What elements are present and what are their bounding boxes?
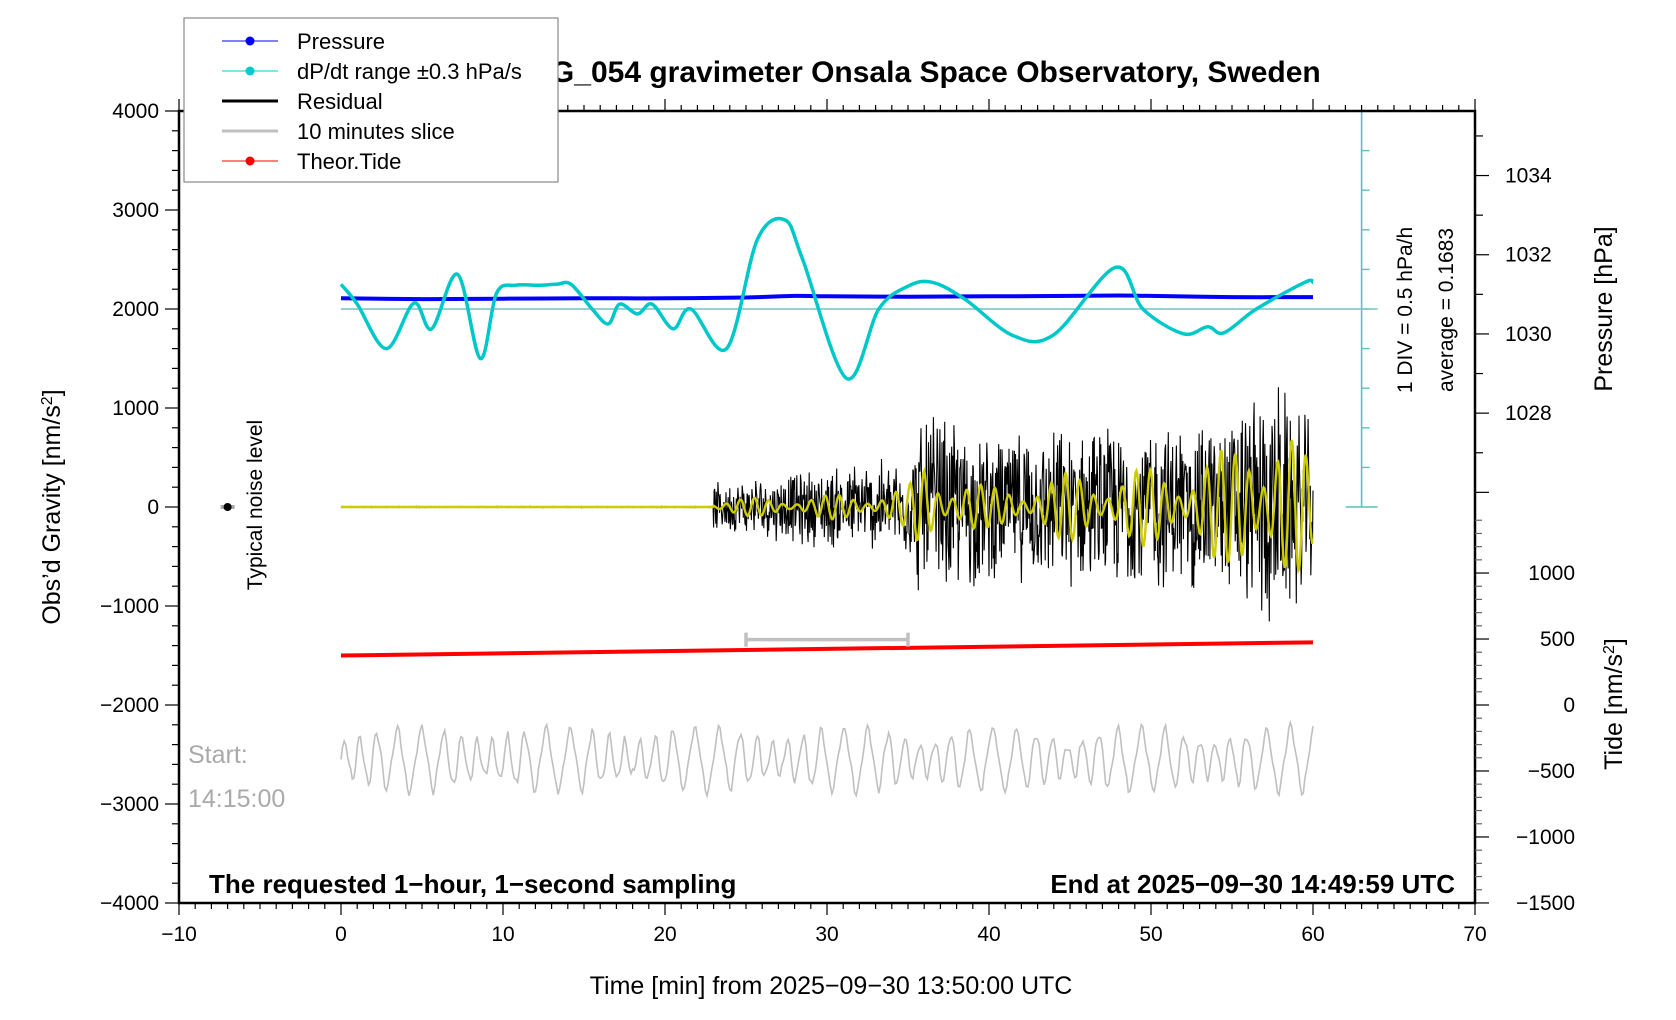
y-tick-label: −4000 bbox=[100, 892, 159, 915]
x-tick-label: −10 bbox=[161, 923, 197, 946]
legend-label: Pressure bbox=[297, 29, 385, 54]
dpdt-average-label: average = 0.1683 bbox=[1435, 228, 1458, 392]
x-tick-label: 70 bbox=[1463, 923, 1486, 946]
y-tick-label: −2000 bbox=[100, 694, 159, 717]
y-axis-title-left-close: ] bbox=[38, 389, 66, 396]
tide-tick-label: −500 bbox=[1528, 760, 1575, 783]
legend: Pressure dP/dt range ±0.3 hPa/s Residual 10… bbox=[183, 17, 559, 183]
y-tick-label: 1000 bbox=[112, 397, 159, 420]
x-tick-label: 50 bbox=[1139, 923, 1162, 946]
legend-label: dP/dt range ±0.3 hPa/s bbox=[297, 59, 522, 84]
legend-label: Residual bbox=[297, 89, 383, 114]
y-axis-title-left-sup: 2 bbox=[39, 396, 56, 405]
tide-tick-label: 500 bbox=[1540, 628, 1575, 651]
end-time-note: End at 2025−09−30 14:49:59 UTC bbox=[1050, 869, 1455, 899]
tide-tick-label: 0 bbox=[1563, 694, 1575, 717]
noise-level-marker bbox=[223, 503, 232, 511]
pressure-tick-label: 1028 bbox=[1505, 402, 1552, 425]
pressure-trace bbox=[340, 293, 1314, 302]
start-label: Start: bbox=[188, 741, 248, 769]
pressure-tick-label: 1032 bbox=[1505, 244, 1552, 267]
y-tick-label: 3000 bbox=[112, 199, 159, 222]
dpdt-division-label: 1 DIV = 0.5 hPa/h bbox=[1394, 227, 1417, 393]
x-axis-title: Time [min] from 2025−09−30 13:50:00 UTC bbox=[590, 972, 1073, 1000]
sampling-note: The requested 1−hour, 1−second sampling bbox=[209, 869, 736, 899]
x-tick-label: 60 bbox=[1301, 923, 1324, 946]
tide-trace bbox=[340, 640, 1314, 658]
y-axis-title-left: Obs’d Gravity [nm/s2] bbox=[38, 389, 66, 624]
y-tick-label: 0 bbox=[147, 496, 159, 519]
slice-trace bbox=[340, 719, 1314, 799]
x-tick-label: 10 bbox=[491, 923, 514, 946]
series-layer bbox=[220, 110, 1378, 799]
tide-tick-label: 1000 bbox=[1528, 562, 1575, 585]
axis-ticks: −10 0 10 20 30 40 50 60 70 −4000 −3000 −2000 −1000 0 1… bbox=[100, 99, 1575, 946]
y-tick-label: −1000 bbox=[100, 595, 159, 618]
y-axis-title-tide-sup: 2 bbox=[1601, 645, 1618, 654]
legend-marker-0 bbox=[245, 36, 255, 46]
chart-title: SCG_054 gravimeter Onsala Space Observat… bbox=[509, 56, 1321, 89]
legend-marker-1 bbox=[245, 66, 255, 76]
legend-marker-4 bbox=[245, 156, 255, 166]
x-tick-label: 0 bbox=[335, 923, 347, 946]
y-tick-label: 4000 bbox=[112, 100, 159, 123]
y-axis-title-left-main: Obs’d Gravity [nm/s bbox=[38, 405, 66, 625]
legend-label: Theor.Tide bbox=[297, 149, 401, 174]
dpdt-trace bbox=[339, 216, 1315, 381]
pressure-tick-label: 1030 bbox=[1505, 323, 1552, 346]
y-axis-title-tide-close: ] bbox=[1600, 638, 1628, 645]
y-tick-label: −3000 bbox=[100, 793, 159, 816]
y-axis-title-tide: Tide [nm/s2] bbox=[1600, 638, 1628, 770]
pressure-tick-label: 1034 bbox=[1505, 165, 1552, 188]
y-axis-title-tide-main: Tide [nm/s bbox=[1600, 654, 1628, 770]
filtered-residual-trace bbox=[341, 439, 1314, 575]
noise-level-label: Typical noise level bbox=[244, 420, 267, 590]
legend-label: 10 minutes slice bbox=[297, 119, 455, 144]
x-tick-label: 20 bbox=[653, 923, 676, 946]
x-tick-label: 30 bbox=[815, 923, 838, 946]
x-tick-label: 40 bbox=[977, 923, 1000, 946]
tide-tick-label: −1500 bbox=[1516, 892, 1575, 915]
y-axis-title-pressure: Pressure [hPa] bbox=[1590, 226, 1618, 391]
tide-tick-label: −1000 bbox=[1516, 826, 1575, 849]
start-time: 14:15:00 bbox=[188, 785, 285, 813]
y-tick-label: 2000 bbox=[112, 298, 159, 321]
